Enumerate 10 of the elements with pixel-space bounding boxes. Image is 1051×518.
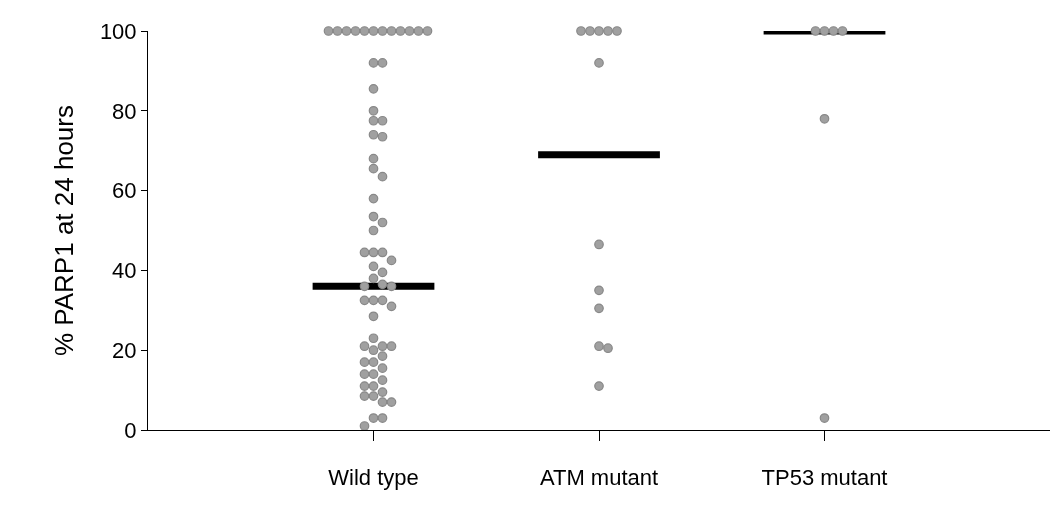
x-tick-label: ATM mutant	[539, 465, 659, 491]
y-tick-label: 80	[112, 98, 137, 124]
y-axis-title: % PARP1 at 24 hours	[49, 105, 80, 356]
x-tick-label: TP53 mutant	[761, 465, 888, 491]
x-tick-label: Wild type	[328, 465, 419, 491]
y-tick-label: 0	[124, 417, 137, 443]
y-tick-label: 40	[112, 258, 137, 284]
y-tick-label: 60	[112, 178, 137, 204]
y-tick-label: 100	[99, 18, 137, 44]
y-tick-label: 20	[112, 337, 137, 363]
